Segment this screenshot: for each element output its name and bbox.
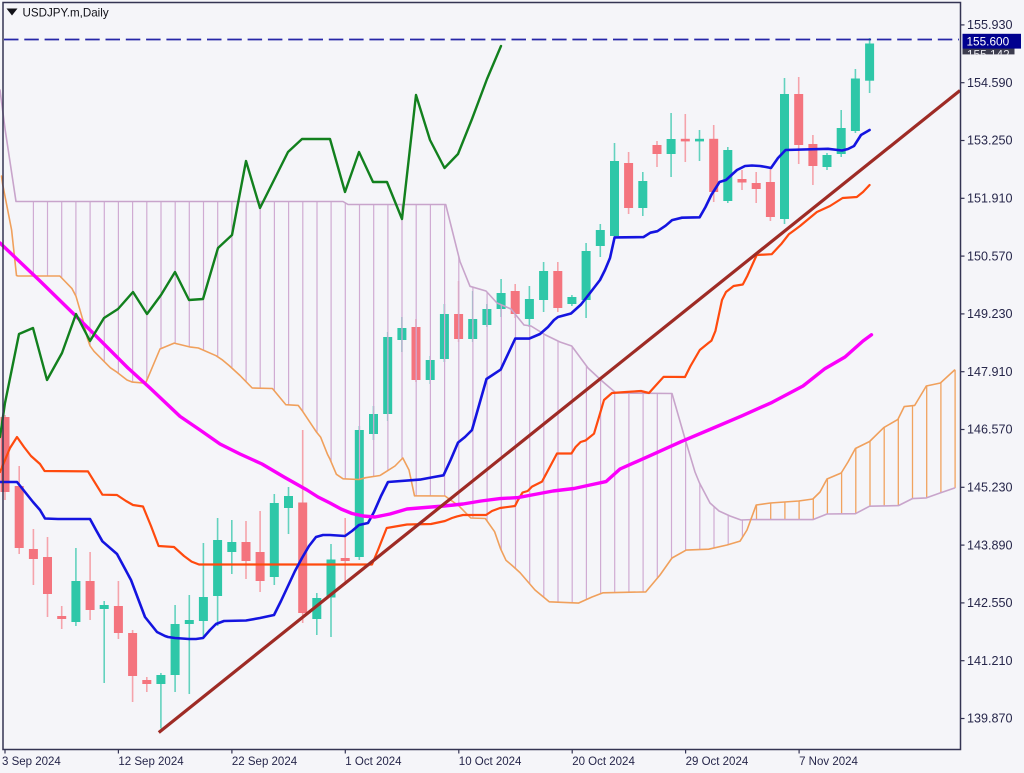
svg-text:150.570: 150.570 xyxy=(967,249,1013,263)
svg-text:141.210: 141.210 xyxy=(967,654,1013,668)
svg-text:142.550: 142.550 xyxy=(967,596,1013,610)
svg-text:147.910: 147.910 xyxy=(967,365,1013,379)
svg-text:145.230: 145.230 xyxy=(967,481,1013,495)
svg-text:155.142: 155.142 xyxy=(967,48,1010,62)
svg-text:20 Oct 2024: 20 Oct 2024 xyxy=(572,756,635,768)
svg-text:7 Nov 2024: 7 Nov 2024 xyxy=(799,756,858,768)
svg-text:3 Sep 2024: 3 Sep 2024 xyxy=(2,756,61,768)
svg-text:USDJPY.m,Daily: USDJPY.m,Daily xyxy=(23,7,109,20)
svg-text:12 Sep 2024: 12 Sep 2024 xyxy=(118,756,184,768)
svg-text:139.870: 139.870 xyxy=(967,712,1013,726)
svg-text:151.910: 151.910 xyxy=(967,192,1013,206)
svg-text:1 Oct 2024: 1 Oct 2024 xyxy=(345,756,402,768)
svg-text:10 Oct 2024: 10 Oct 2024 xyxy=(459,756,522,768)
svg-text:153.250: 153.250 xyxy=(967,134,1013,148)
svg-text:154.590: 154.590 xyxy=(967,76,1013,90)
svg-text:155.600: 155.600 xyxy=(967,35,1010,49)
svg-text:146.570: 146.570 xyxy=(967,423,1013,437)
svg-text:143.890: 143.890 xyxy=(967,538,1013,552)
svg-text:29 Oct 2024: 29 Oct 2024 xyxy=(686,756,749,768)
svg-text:22 Sep 2024: 22 Sep 2024 xyxy=(232,756,298,768)
svg-text:149.230: 149.230 xyxy=(967,307,1013,321)
svg-text:155.930: 155.930 xyxy=(967,18,1013,32)
